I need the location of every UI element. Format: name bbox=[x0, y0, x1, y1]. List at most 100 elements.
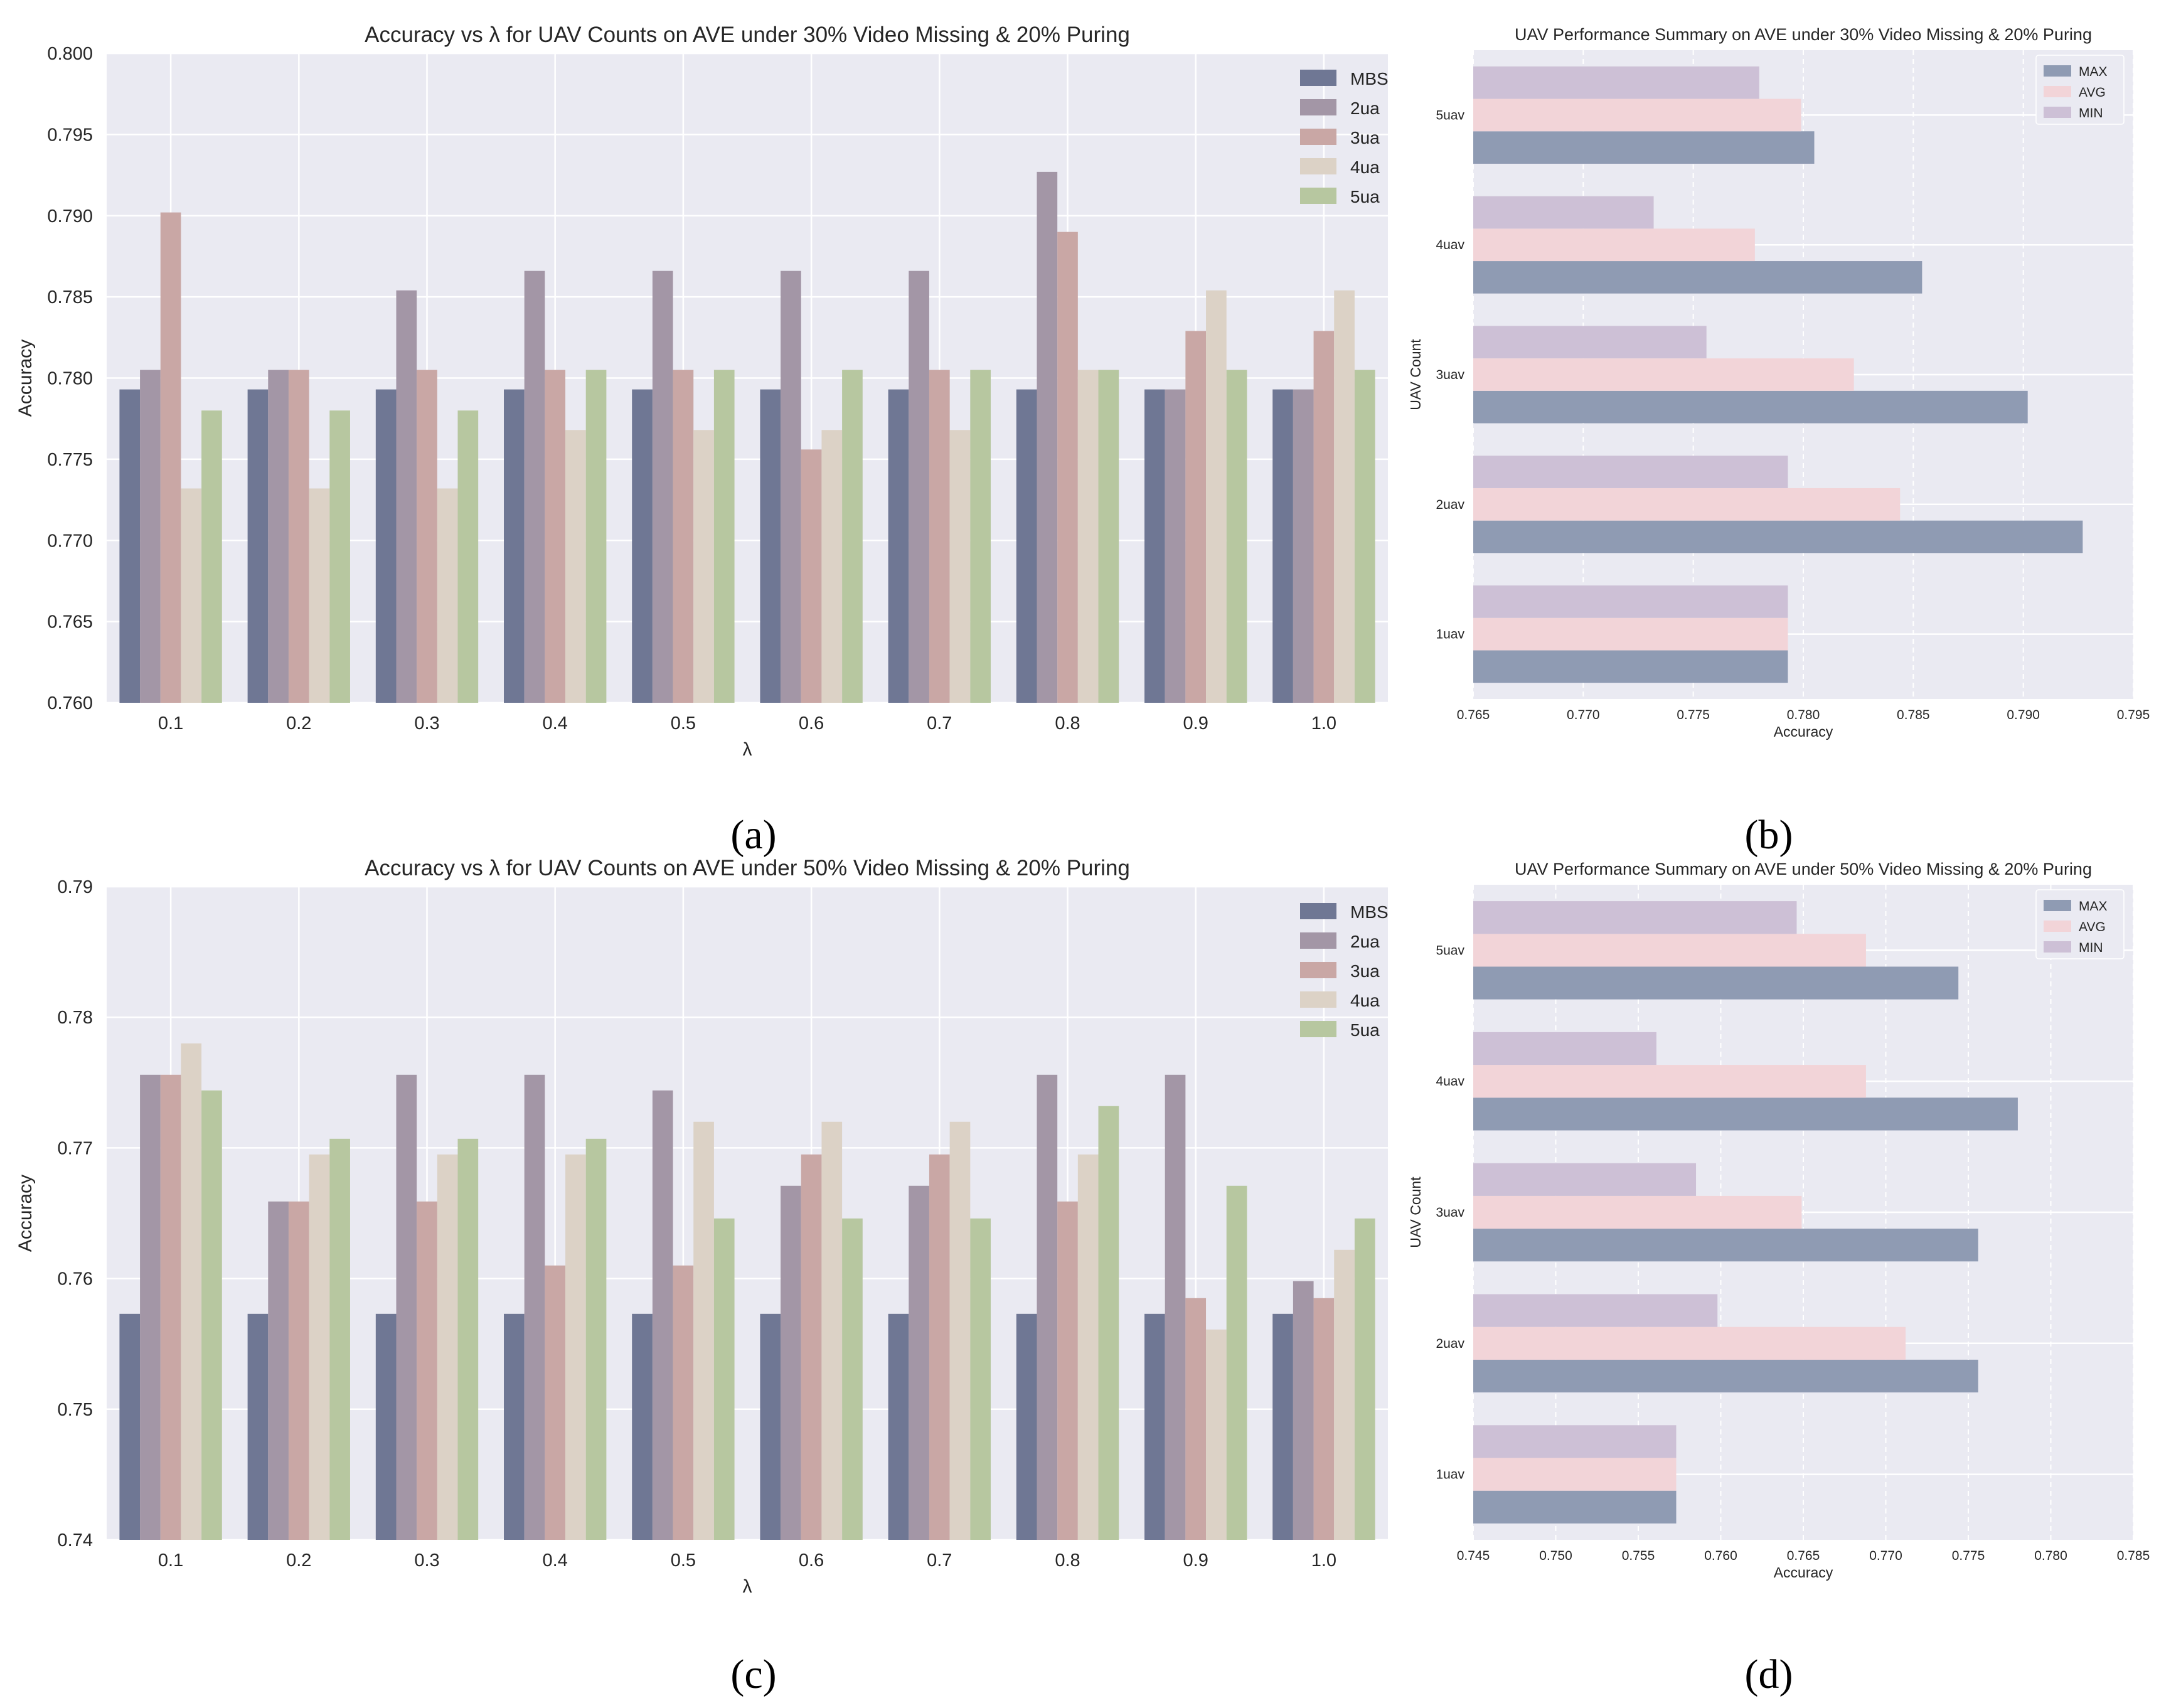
bar-a-2uav-0.5 bbox=[652, 270, 673, 703]
panel-a-xtick-label: 0.8 bbox=[1055, 713, 1080, 734]
panel-d-ytick-label: 5uav bbox=[1436, 943, 1464, 958]
bar-c-MBS-0.6 bbox=[760, 1313, 781, 1540]
bar-d-MIN-2uav bbox=[1473, 1294, 1718, 1327]
bar-d-AVG-1uav bbox=[1473, 1458, 1677, 1491]
legend-label-MAX: MAX bbox=[2079, 65, 2108, 79]
bar-b-AVG-4uav bbox=[1473, 228, 1755, 262]
bar-b-MIN-4uav bbox=[1473, 196, 1654, 229]
legend-label-5uav: 5ua bbox=[1350, 1020, 1380, 1040]
bar-a-2uav-0.7 bbox=[909, 270, 929, 703]
panel-c-xtick-label: 1.0 bbox=[1311, 1551, 1336, 1571]
bar-d-MIN-1uav bbox=[1473, 1425, 1677, 1458]
legend-label-AVG: AVG bbox=[2079, 85, 2106, 100]
legend-swatch-MAX bbox=[2044, 900, 2071, 911]
panel-b-ytick-label: 4uav bbox=[1436, 238, 1464, 252]
bar-a-4uav-0.2 bbox=[309, 488, 330, 703]
bar-c-3uav-0.6 bbox=[801, 1154, 822, 1540]
panel-c-title: Accuracy vs λ for UAV Counts on AVE unde… bbox=[365, 856, 1130, 880]
panel-c-ytick-label: 0.76 bbox=[58, 1269, 93, 1289]
bar-d-MAX-3uav bbox=[1473, 1229, 1978, 1262]
panel-a-ytick-label: 0.780 bbox=[47, 369, 93, 389]
panel-c-xtick-label: 0.7 bbox=[927, 1551, 952, 1571]
panel-d-ytick-label: 2uav bbox=[1436, 1337, 1464, 1351]
bar-d-MIN-4uav bbox=[1473, 1032, 1656, 1065]
panel-b-xtick-label: 0.790 bbox=[2007, 708, 2040, 722]
panel-c-xtick-label: 0.6 bbox=[799, 1551, 824, 1571]
panel-c-ytick-label: 0.78 bbox=[58, 1008, 93, 1028]
bar-c-2uav-0.4 bbox=[524, 1074, 545, 1540]
bar-a-MBS-0.1 bbox=[119, 389, 141, 703]
bar-d-MAX-4uav bbox=[1473, 1097, 2018, 1131]
panel-a-ylabel: Accuracy bbox=[15, 339, 36, 417]
panel-d-legend: MAX AVG MIN bbox=[2035, 889, 2125, 959]
bar-c-2uav-0.1 bbox=[140, 1074, 161, 1540]
bar-a-3uav-0.2 bbox=[288, 370, 309, 703]
bar-a-5uav-0.9 bbox=[1226, 370, 1247, 703]
bar-a-5uav-0.1 bbox=[201, 410, 222, 703]
bar-c-5uav-0.5 bbox=[713, 1218, 735, 1540]
panel-b-legend: MAX AVG MIN bbox=[2035, 55, 2125, 125]
bar-a-3uav-0.8 bbox=[1057, 232, 1078, 703]
bar-c-3uav-0.5 bbox=[673, 1265, 694, 1540]
bar-c-4uav-0.6 bbox=[821, 1121, 843, 1540]
bar-a-5uav-0.5 bbox=[713, 370, 735, 703]
panel-d-xtick-label: 0.760 bbox=[1704, 1549, 1737, 1563]
bar-b-MAX-4uav bbox=[1473, 261, 1922, 294]
panel-c-ytick-label: 0.79 bbox=[58, 877, 93, 897]
bar-a-2uav-0.8 bbox=[1037, 171, 1058, 703]
bar-a-2uav-0.1 bbox=[140, 370, 161, 703]
panel-d-xtick-label: 0.770 bbox=[1869, 1549, 1902, 1563]
panel-c-xtick-label: 0.9 bbox=[1183, 1551, 1208, 1571]
panel-a-ytick-label: 0.775 bbox=[47, 450, 93, 470]
panel-d-ytick-label: 3uav bbox=[1436, 1205, 1464, 1220]
legend-swatch-2uav bbox=[1300, 932, 1336, 949]
bar-c-MBS-0.1 bbox=[119, 1313, 141, 1540]
panel-a-legend: MBS 2ua 3ua 4ua 5ua bbox=[1300, 69, 1388, 206]
bar-a-2uav-0.4 bbox=[524, 270, 545, 703]
panel-a-ytick-label: 0.770 bbox=[47, 531, 93, 551]
bar-b-MAX-2uav bbox=[1473, 520, 2083, 553]
legend-swatch-MAX bbox=[2044, 65, 2071, 77]
panel-a-xtick-label: 0.5 bbox=[671, 713, 696, 734]
bar-c-5uav-0.8 bbox=[1098, 1106, 1119, 1540]
bar-c-2uav-0.3 bbox=[396, 1074, 417, 1540]
panel-a-ytick-label: 0.800 bbox=[47, 44, 93, 64]
bar-c-4uav-0.3 bbox=[437, 1154, 458, 1540]
panel-d-ytick-label: 1uav bbox=[1436, 1468, 1464, 1482]
bar-a-5uav-0.8 bbox=[1098, 370, 1119, 703]
panel-d-label: (d) bbox=[1745, 1652, 1793, 1697]
bar-a-4uav-0.9 bbox=[1206, 290, 1227, 703]
bar-c-2uav-0.6 bbox=[781, 1185, 801, 1540]
legend-swatch-MIN bbox=[2044, 941, 2071, 953]
panel-d-xlabel: Accuracy bbox=[1774, 1564, 1833, 1581]
legend-label-3uav: 3ua bbox=[1350, 128, 1380, 147]
panel-a-label: (a) bbox=[730, 812, 776, 858]
panel-c-label: (c) bbox=[730, 1652, 776, 1697]
bar-b-MIN-5uav bbox=[1473, 66, 1759, 99]
panel-a-xtick-label: 0.3 bbox=[414, 713, 439, 734]
panel-d-xtick-label: 0.755 bbox=[1622, 1549, 1655, 1563]
bar-c-2uav-0.5 bbox=[652, 1090, 673, 1540]
legend-swatch-AVG bbox=[2044, 921, 2071, 932]
panel-c-xtick-label: 0.2 bbox=[286, 1551, 311, 1571]
bar-b-MAX-3uav bbox=[1473, 390, 2028, 424]
bar-c-3uav-0.9 bbox=[1185, 1298, 1207, 1540]
bar-b-MIN-2uav bbox=[1473, 456, 1788, 488]
bar-a-5uav-0.7 bbox=[970, 370, 991, 703]
panel-c: 0.74 0.75 0.76 0.77 0.78 0.79 0.1 0.2 0.3 0.4 0.5 0… bbox=[15, 856, 1388, 1697]
bar-a-4uav-0.4 bbox=[565, 430, 586, 703]
panel-c-ytick-label: 0.77 bbox=[58, 1138, 93, 1158]
bar-c-4uav-0.5 bbox=[693, 1121, 714, 1540]
bar-a-MBS-1.0 bbox=[1272, 389, 1293, 703]
panel-b-xlabel: Accuracy bbox=[1774, 723, 1833, 740]
bar-a-MBS-0.4 bbox=[504, 389, 525, 703]
panel-a-xtick-label: 0.4 bbox=[543, 713, 568, 734]
panel-a-ytick-label: 0.765 bbox=[47, 612, 93, 632]
bar-c-4uav-0.2 bbox=[309, 1154, 330, 1540]
bar-a-4uav-0.5 bbox=[693, 430, 714, 703]
bar-c-MBS-0.3 bbox=[375, 1313, 397, 1540]
bar-c-MBS-0.9 bbox=[1144, 1313, 1165, 1540]
panel-c-xtick-label: 0.8 bbox=[1055, 1551, 1080, 1571]
bar-d-AVG-4uav bbox=[1473, 1065, 1866, 1098]
bar-c-MBS-0.8 bbox=[1016, 1313, 1037, 1540]
